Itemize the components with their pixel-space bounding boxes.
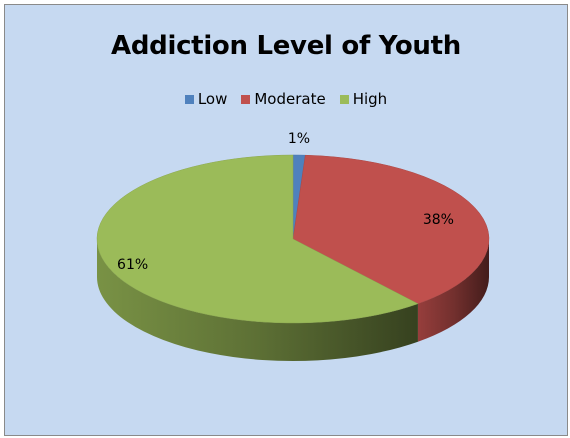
legend-label-high: High: [352, 90, 388, 108]
pie-side-moderate: [417, 239, 489, 342]
legend-swatch-high: [339, 94, 349, 104]
chart-area: Addiction Level of Youth Low Moderate Hi…: [4, 4, 568, 436]
data-label-low: 1%: [288, 131, 310, 147]
pie-side-high: [97, 239, 418, 361]
legend-label-low: Low: [197, 90, 228, 108]
legend-item-low: Low: [184, 90, 228, 108]
pie-plot: 1% 38% 61%: [96, 131, 490, 361]
legend-swatch-moderate: [241, 94, 251, 104]
legend-swatch-low: [184, 94, 194, 104]
pie-slice-moderate: [292, 154, 490, 304]
legend-item-moderate: Moderate: [241, 90, 326, 108]
legend-label-moderate: Moderate: [254, 90, 326, 108]
pie-slice-high: [96, 154, 419, 324]
chart-title: Addiction Level of Youth: [111, 31, 461, 61]
legend: Low Moderate High: [5, 90, 567, 108]
legend-item-high: High: [339, 90, 388, 108]
pie-side-walls: [97, 239, 489, 361]
data-label-high: 61%: [117, 257, 148, 273]
data-label-moderate: 38%: [423, 212, 454, 228]
